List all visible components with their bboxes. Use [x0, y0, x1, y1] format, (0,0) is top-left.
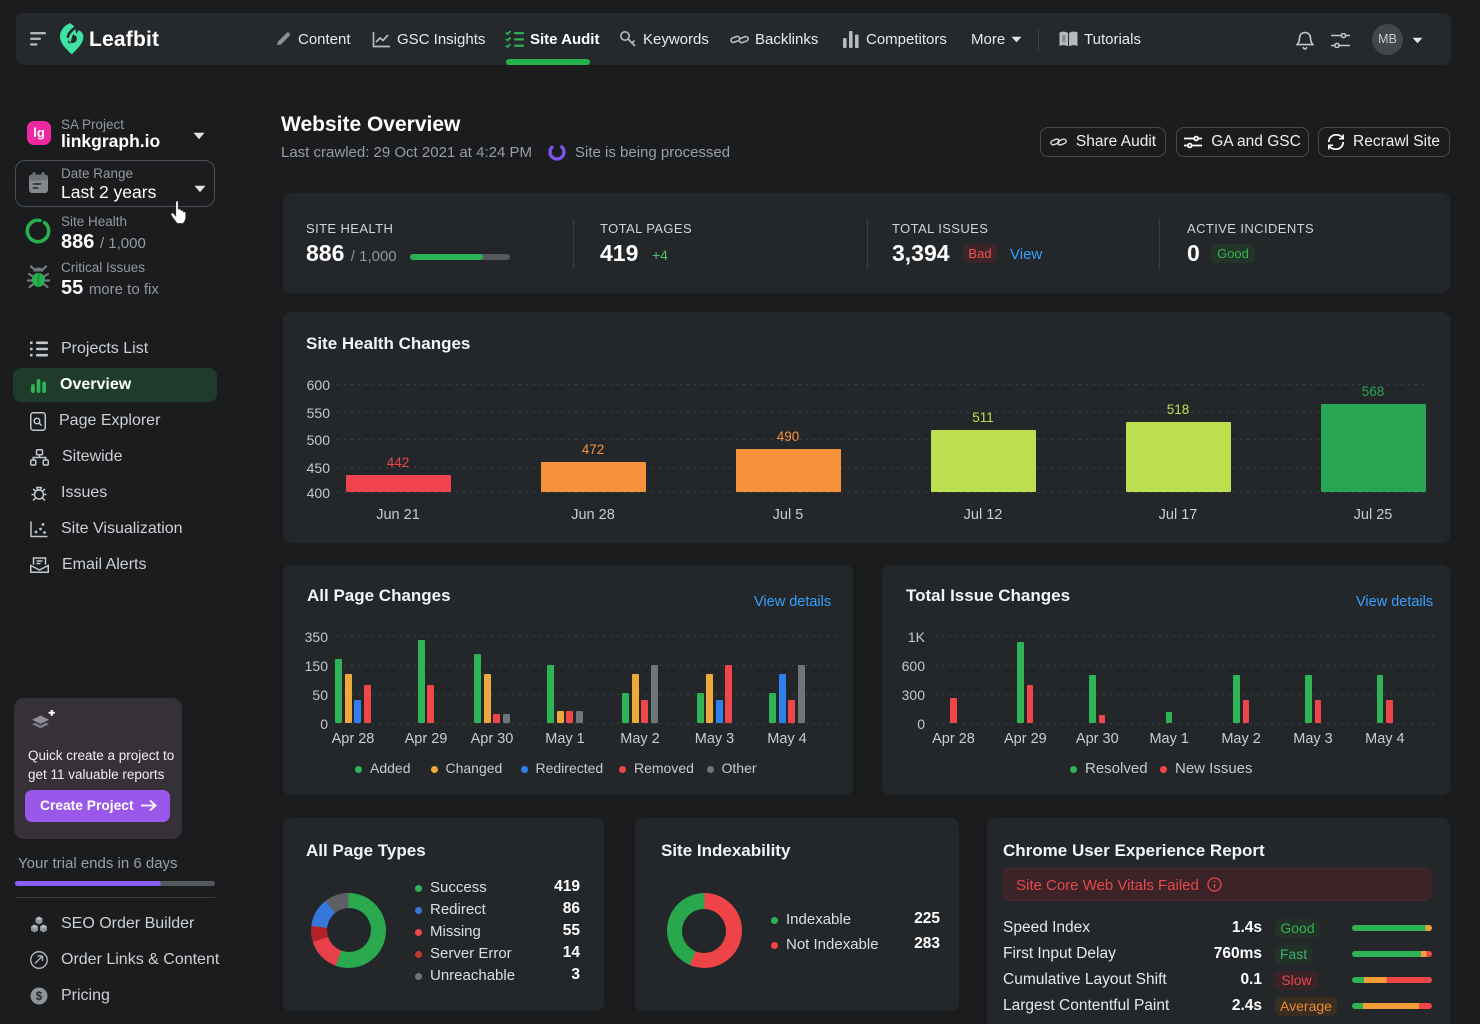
svg-text:$: $: [36, 991, 43, 1003]
